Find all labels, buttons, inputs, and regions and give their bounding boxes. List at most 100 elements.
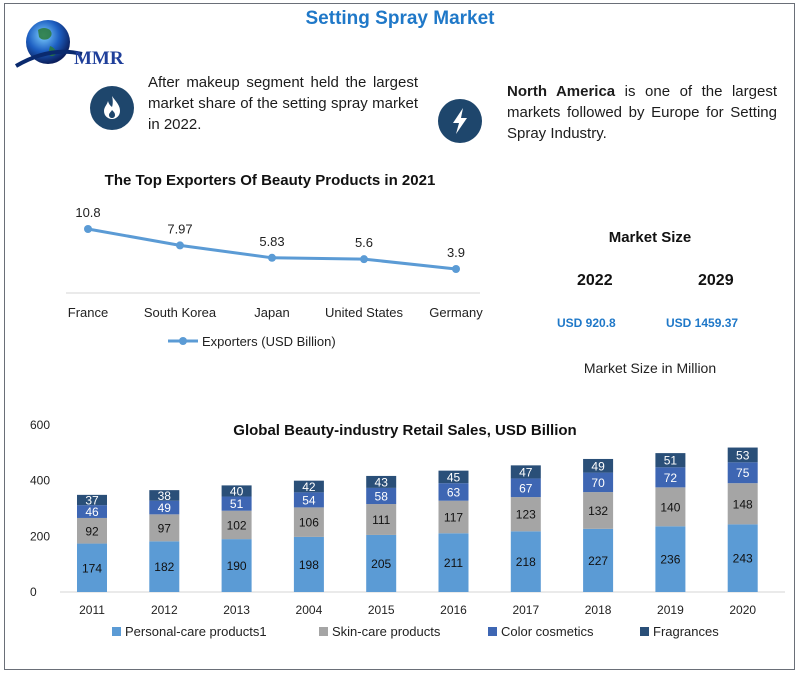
y-tick-label: 0 xyxy=(30,585,37,599)
bar-segment xyxy=(583,472,614,493)
bar-segment xyxy=(77,543,107,592)
bar-value-label: 198 xyxy=(299,558,319,572)
bar-segment xyxy=(655,487,686,527)
data-point xyxy=(176,241,184,250)
x-tick-label: 2013 xyxy=(223,603,250,617)
bar-value-label: 67 xyxy=(519,481,533,495)
bar-segment xyxy=(510,478,541,498)
x-tick-label: 2004 xyxy=(296,603,323,617)
legend-label: Fragrances xyxy=(653,624,719,639)
bar-value-label: 227 xyxy=(588,554,608,568)
legend-swatch xyxy=(319,627,328,636)
y-tick-label: 400 xyxy=(30,474,50,488)
bar-segment xyxy=(583,458,614,473)
bar-segment xyxy=(149,500,180,515)
bar-value-label: 38 xyxy=(158,489,172,503)
bar-value-label: 174 xyxy=(82,561,102,575)
data-point xyxy=(84,225,92,233)
x-tick-label: 2012 xyxy=(151,603,178,617)
bar-segment xyxy=(727,524,758,592)
bar-segment xyxy=(727,483,758,525)
exporters-chart-title: The Top Exporters Of Beauty Products in … xyxy=(104,172,436,189)
bar-segment xyxy=(77,494,107,506)
data-label: 10.8 xyxy=(75,205,100,220)
bar-segment xyxy=(366,504,397,535)
bar-segment xyxy=(510,531,541,592)
bar-value-label: 43 xyxy=(375,475,389,489)
bar-value-label: 51 xyxy=(230,497,244,511)
bar-segment xyxy=(149,490,180,501)
x-tick-label: Japan xyxy=(254,305,289,320)
legend-swatch xyxy=(488,627,497,636)
legend-label: Skin-care products xyxy=(332,624,441,639)
bar-value-label: 117 xyxy=(444,510,463,524)
bar-value-label: 190 xyxy=(227,559,247,573)
bar-value-label: 148 xyxy=(733,497,753,511)
bar-segment xyxy=(655,453,686,468)
bar-value-label: 97 xyxy=(158,521,172,535)
bar-value-label: 63 xyxy=(447,485,461,499)
legend-marker xyxy=(179,337,187,345)
note-makeup-segment: After makeup segment held the largest ma… xyxy=(148,74,418,133)
bar-segment xyxy=(438,483,469,501)
y-tick-label: 600 xyxy=(30,418,50,432)
market-value-2022: USD 920.8 xyxy=(557,316,616,330)
bar-value-label: 92 xyxy=(85,524,99,538)
bar-segment xyxy=(510,497,541,532)
bar-value-label: 140 xyxy=(660,500,680,514)
bar-value-label: 51 xyxy=(664,454,678,468)
bar-value-label: 46 xyxy=(85,505,99,519)
bar-segment xyxy=(221,496,252,511)
bar-value-label: 102 xyxy=(227,518,247,532)
bar-value-label: 49 xyxy=(591,459,605,473)
legend-swatch xyxy=(640,627,649,636)
bar-segment xyxy=(77,517,107,544)
note-region-text: is one of the largest markets followed b… xyxy=(507,83,777,142)
logo-text: MMR xyxy=(74,48,124,69)
data-label: 5.6 xyxy=(355,235,373,250)
bar-value-label: 40 xyxy=(230,484,244,498)
x-tick-label: France xyxy=(68,305,108,320)
bar-value-label: 218 xyxy=(516,555,536,569)
legend-label: Personal-care products1 xyxy=(125,624,267,639)
bar-value-label: 70 xyxy=(591,476,605,490)
bar-segment xyxy=(438,470,469,484)
data-point xyxy=(268,253,276,262)
bar-segment xyxy=(293,480,324,493)
bar-segment xyxy=(77,505,107,518)
bar-value-label: 236 xyxy=(660,553,680,567)
market-year-2029: 2029 xyxy=(698,272,734,289)
legend-swatch xyxy=(112,627,121,636)
bar-segment xyxy=(366,534,397,592)
bar-value-label: 42 xyxy=(302,480,316,494)
x-tick-label: 2016 xyxy=(440,603,467,617)
bar-value-label: 54 xyxy=(302,493,316,507)
market-size-title: Market Size xyxy=(608,229,692,246)
bar-segment xyxy=(293,536,324,592)
market-value-2029: USD 1459.37 xyxy=(666,316,739,330)
bar-value-label: 111 xyxy=(372,513,391,527)
bar-segment xyxy=(366,475,397,488)
bar-segment xyxy=(655,467,686,488)
bar-value-label: 211 xyxy=(444,556,463,570)
bar-segment xyxy=(438,500,469,534)
bar-segment xyxy=(221,539,252,592)
page-title: Setting Spray Market xyxy=(305,8,495,29)
market-year-2022: 2022 xyxy=(577,272,613,289)
bar-segment xyxy=(366,487,397,505)
retail-sales-chart-title: Global Beauty-industry Retail Sales, USD… xyxy=(233,422,577,439)
market-size-unit: Market Size in Million xyxy=(583,360,717,376)
bar-segment xyxy=(727,447,758,463)
bar-value-label: 37 xyxy=(85,494,99,508)
bar-value-label: 75 xyxy=(736,466,750,480)
bar-value-label: 182 xyxy=(154,560,174,574)
bar-segment xyxy=(293,507,324,537)
x-tick-label: South Korea xyxy=(144,305,217,320)
data-label: 7.97 xyxy=(167,221,192,236)
x-tick-label: 2015 xyxy=(368,603,395,617)
note-north-america: North America is one of the largest mark… xyxy=(507,81,777,144)
x-tick-label: 2017 xyxy=(512,603,539,617)
x-tick-label: 2020 xyxy=(729,603,756,617)
